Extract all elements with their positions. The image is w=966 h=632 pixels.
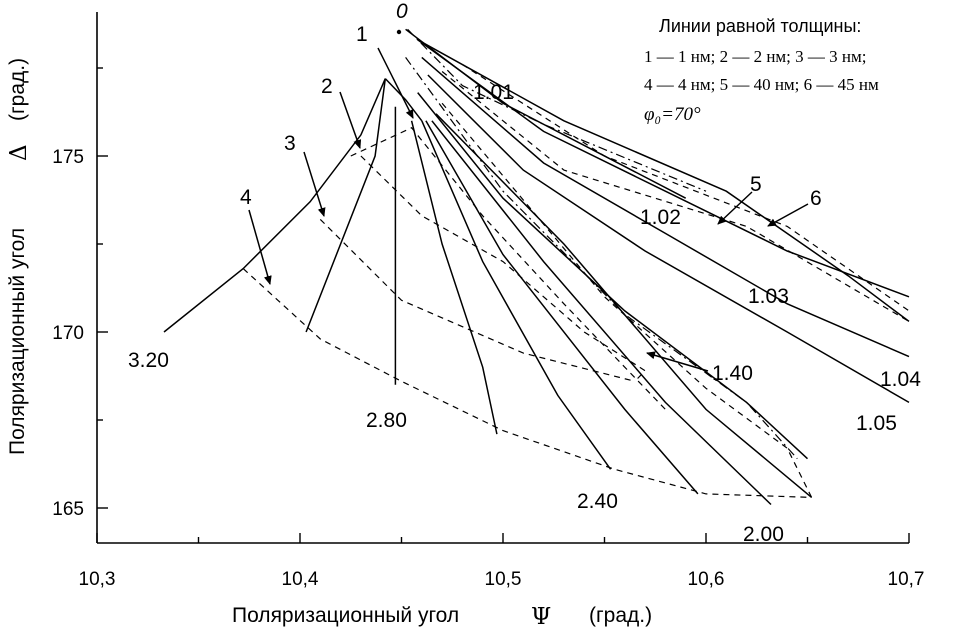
reference-line-0b (405, 57, 798, 460)
arrow-5 (717, 191, 753, 225)
thickness-line-2-nm (360, 155, 647, 382)
thickness-line-4-nm (242, 268, 812, 498)
curve-label-1-03: 1.03 (748, 285, 789, 308)
series-line-2-30 (425, 120, 699, 495)
legend-angle: φ₀=70° (644, 104, 701, 125)
series-line-1-40 (417, 92, 809, 460)
x-axis-symbol: Ψ (531, 604, 551, 630)
curve-label-3: 3 (284, 132, 296, 155)
arrow-2 (339, 91, 362, 149)
y-axis-symbol: Δ (6, 144, 32, 161)
curve-label-5: 5 (750, 173, 762, 196)
arrow-140 (646, 351, 709, 372)
arrow-4 (248, 209, 272, 285)
axis-ticks (96, 67, 910, 543)
curve-label-2-40: 2.40 (577, 490, 618, 513)
y-axis-unit: (град.) (6, 58, 29, 121)
x-tick-label: 10,6 (688, 569, 725, 590)
x-axis-title: Поляризационный угол (232, 604, 459, 627)
thickness-line-45-nm (462, 63, 910, 312)
series-line-2-60 (410, 120, 498, 435)
curve-label-1: 1 (356, 23, 368, 46)
series-layer (163, 28, 910, 506)
series-line-1-05 (427, 74, 910, 404)
legend-line-1: 1 — 1 нм; 2 — 2 нм; 3 — 3 нм; (644, 47, 867, 66)
curve-label-2: 2 (321, 75, 333, 98)
curve-label-1-40: 1.40 (712, 362, 753, 385)
series-line-3-20b (384, 78, 423, 122)
origin-point (396, 29, 402, 35)
curve-label-4: 4 (240, 186, 252, 209)
y-axis-title: Поляризационный угол (6, 228, 29, 455)
series-line-3-00 (305, 78, 387, 333)
series-line-2-40 (421, 120, 612, 470)
arrow-3 (303, 151, 326, 217)
x-axis-unit: (град.) (589, 604, 652, 627)
curve-label-2-00: 2.00 (743, 523, 784, 546)
legend-line-2: 4 — 4 нм; 5 — 40 нм; 6 — 45 нм (644, 75, 879, 94)
curve-label-2-80: 2.80 (366, 409, 407, 432)
curve-label-1-01: 1.01 (473, 81, 514, 104)
y-tick-label: 175 (52, 147, 84, 168)
series-line-2-20 (431, 120, 772, 506)
arrow-6 (767, 203, 809, 227)
curve-label-1-05: 1.05 (856, 412, 897, 435)
thickness-line-3-nm (319, 218, 636, 382)
curve-label-3-20: 3.20 (128, 349, 169, 372)
curve-label-6: 6 (810, 187, 822, 210)
y-axis-title-group: Поляризационный угол Δ (град.) (6, 58, 32, 455)
x-tick-label: 10,3 (79, 569, 116, 590)
x-tick-label: 10,5 (485, 569, 522, 590)
x-tick-label: 10,7 (888, 569, 925, 590)
curve-label-0: 0 (396, 0, 408, 23)
curve-label-1-02: 1.02 (640, 206, 681, 229)
series-line-1-04 (421, 56, 910, 358)
thickness-line-1-nm (350, 127, 666, 410)
reference-line-0 (407, 28, 707, 192)
arrow-1 (377, 47, 414, 119)
legend-title: Линии равной толщины: (659, 16, 861, 36)
series-line-1-01 (405, 28, 687, 199)
series-line-3-20 (163, 78, 386, 333)
y-tick-label: 170 (52, 323, 84, 344)
series-line-1-02 (417, 39, 910, 322)
y-tick-label: 165 (52, 499, 84, 520)
x-tick-label: 10,4 (282, 569, 319, 590)
series-line-1-03 (417, 39, 910, 298)
series-line-2-00 (435, 113, 813, 498)
thickness-line-40-nm (441, 71, 910, 322)
curve-label-1-04: 1.04 (880, 368, 921, 391)
thickness-line-edge (441, 102, 813, 498)
